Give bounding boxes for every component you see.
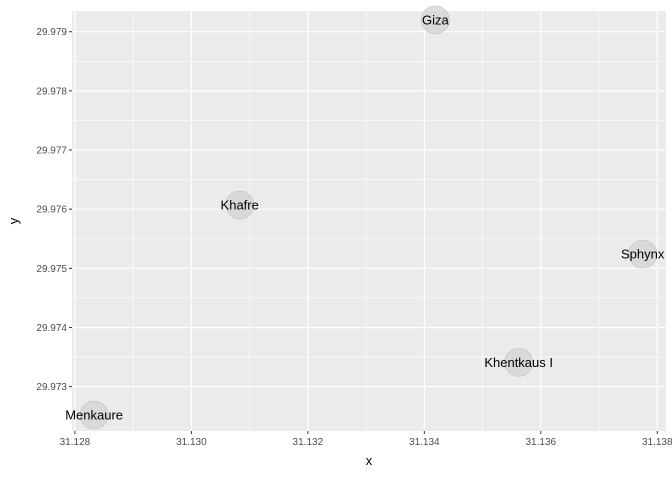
- point-label: Khentkaus I: [484, 355, 553, 370]
- x-tick-label: 31.132: [293, 437, 324, 448]
- point-label: Sphynx: [621, 247, 665, 262]
- y-tick-label: 29.976: [36, 205, 67, 216]
- point-label: Khafre: [221, 198, 259, 213]
- x-axis-title: x: [366, 453, 373, 468]
- y-tick-label: 29.979: [36, 27, 67, 38]
- y-tick-label: 29.977: [36, 146, 67, 157]
- data-point: [628, 239, 658, 269]
- minor-gridlines: [72, 11, 666, 431]
- x-tick-label: 31.136: [525, 437, 556, 448]
- x-tick-label: 31.138: [642, 437, 672, 448]
- x-tick-label: 31.130: [176, 437, 207, 448]
- data-point: [504, 348, 533, 377]
- y-tick-label: 29.974: [36, 323, 67, 334]
- data-point: [421, 5, 450, 35]
- x-tick-label: 31.128: [60, 437, 91, 448]
- y-tick-label: 29.973: [36, 382, 67, 393]
- data-points: Menkaure Khafre Giza Khentkaus I Sphynx: [65, 5, 665, 430]
- major-gridlines: [72, 11, 666, 431]
- point-label: Giza: [422, 12, 450, 27]
- point-label: Menkaure: [65, 408, 123, 423]
- plot-panel: [72, 11, 666, 431]
- y-tick-label: 29.975: [36, 264, 67, 275]
- y-tick-label: 29.978: [36, 86, 67, 97]
- x-tick-label: 31.134: [409, 437, 440, 448]
- y-axis-title: y: [6, 217, 21, 224]
- data-point: [225, 190, 255, 220]
- axes: 31.128 31.130 31.132 31.134 31.136 31.138 29.9…: [36, 27, 672, 448]
- data-point: [79, 400, 109, 430]
